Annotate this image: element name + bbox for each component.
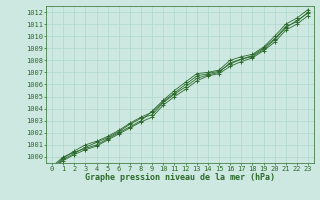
X-axis label: Graphe pression niveau de la mer (hPa): Graphe pression niveau de la mer (hPa) [85,173,275,182]
